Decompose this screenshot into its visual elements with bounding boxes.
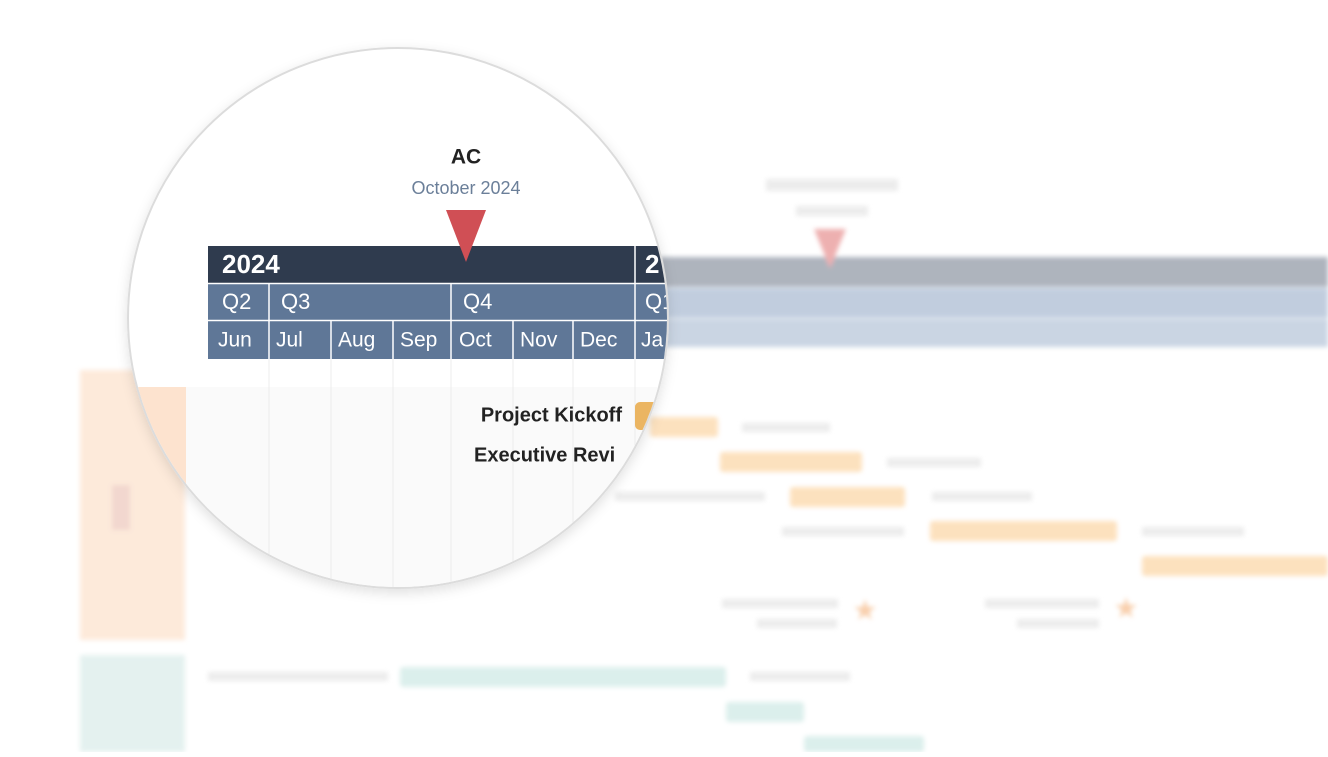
month-label: Sep bbox=[400, 329, 437, 352]
milestone-marker bbox=[446, 210, 486, 262]
year-label: 2 bbox=[645, 249, 659, 279]
month-label: Aug bbox=[338, 329, 375, 352]
panel bbox=[80, 655, 185, 752]
bar-ghost bbox=[726, 702, 804, 722]
month-row bbox=[208, 321, 667, 359]
panel-mark bbox=[112, 485, 130, 530]
grid-lines bbox=[268, 359, 636, 587]
quarter-row bbox=[208, 284, 667, 320]
year-band bbox=[660, 257, 1328, 287]
month-label: Nov bbox=[520, 329, 558, 352]
bar-ghost bbox=[804, 736, 924, 752]
placeholder bbox=[796, 206, 868, 216]
bar-ghost bbox=[790, 487, 905, 507]
task-label: Executive Revi bbox=[474, 444, 615, 466]
month-label: Jun bbox=[218, 329, 252, 352]
month-label: Ja bbox=[641, 329, 664, 352]
month-band bbox=[660, 319, 1328, 347]
placeholders bbox=[208, 423, 1244, 681]
quarter-label: Q1 bbox=[645, 289, 674, 314]
star: ★ bbox=[1113, 592, 1138, 623]
marker-date: October 2024 bbox=[411, 178, 520, 198]
quarters: Q2 Q3 Q4 Q1 bbox=[222, 289, 674, 314]
background-gantt: ★ ★ bbox=[80, 179, 1328, 752]
bar-ghost bbox=[930, 521, 1117, 541]
placeholder bbox=[766, 179, 898, 191]
bar-ghost bbox=[1142, 556, 1328, 576]
year-label: 2024 bbox=[222, 249, 280, 279]
star: ★ bbox=[852, 594, 877, 625]
bar-ghost bbox=[650, 417, 718, 437]
quarter-label: Q4 bbox=[463, 289, 492, 314]
bar-ghost bbox=[400, 667, 726, 687]
marker-ghost bbox=[814, 229, 846, 268]
month-label: Oct bbox=[459, 329, 492, 352]
month-label: Jul bbox=[276, 329, 303, 352]
header-dividers bbox=[208, 246, 667, 359]
month-label: Dec bbox=[580, 329, 617, 352]
quarter-label: Q3 bbox=[281, 289, 310, 314]
task-label: Project Kickoff bbox=[481, 404, 622, 426]
years: 2024 2 bbox=[222, 249, 659, 279]
quarter-band bbox=[660, 288, 1328, 318]
months: Jun Jul Aug Sep Oct Nov Dec Ja bbox=[218, 329, 664, 352]
bar-ghost bbox=[720, 452, 862, 472]
quarter-label: Q2 bbox=[222, 289, 251, 314]
year-row bbox=[208, 246, 667, 283]
marker-label: AC bbox=[451, 146, 481, 169]
